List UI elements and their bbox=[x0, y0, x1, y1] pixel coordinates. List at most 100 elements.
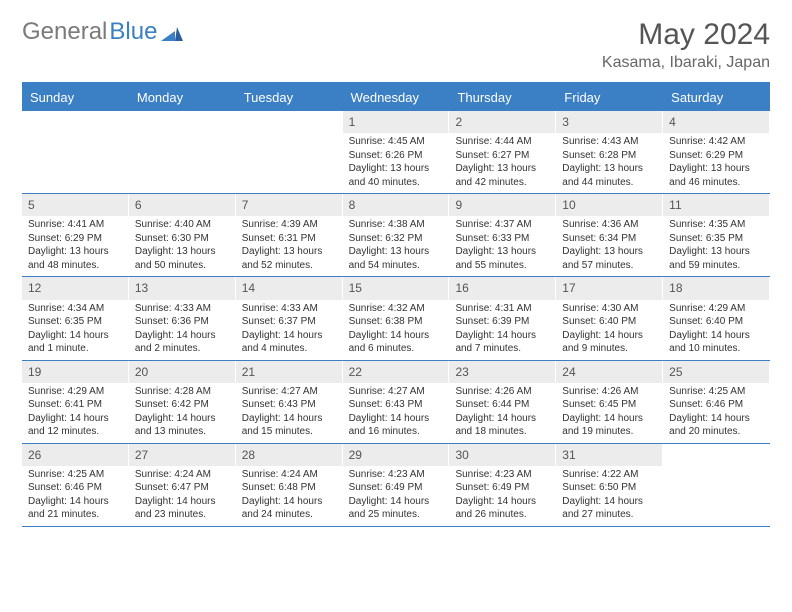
sunrise-text: Sunrise: 4:24 AM bbox=[242, 468, 336, 482]
day-details: Sunrise: 4:36 AMSunset: 6:34 PMDaylight:… bbox=[556, 218, 662, 276]
sunrise-text: Sunrise: 4:29 AM bbox=[28, 385, 122, 399]
day-number: 22 bbox=[343, 361, 449, 383]
daylight-text: Daylight: 13 hours and 46 minutes. bbox=[669, 162, 763, 189]
day-cell: 18Sunrise: 4:29 AMSunset: 6:40 PMDayligh… bbox=[663, 277, 770, 359]
sunset-text: Sunset: 6:45 PM bbox=[562, 398, 656, 412]
day-number: 23 bbox=[449, 361, 555, 383]
day-details: Sunrise: 4:29 AMSunset: 6:41 PMDaylight:… bbox=[22, 385, 128, 443]
day-number: 13 bbox=[129, 277, 235, 299]
sunset-text: Sunset: 6:35 PM bbox=[28, 315, 122, 329]
daylight-text: Daylight: 13 hours and 52 minutes. bbox=[242, 245, 336, 272]
day-details: Sunrise: 4:43 AMSunset: 6:28 PMDaylight:… bbox=[556, 135, 662, 193]
sunset-text: Sunset: 6:46 PM bbox=[28, 481, 122, 495]
day-details: Sunrise: 4:23 AMSunset: 6:49 PMDaylight:… bbox=[449, 468, 555, 526]
day-cell: 20Sunrise: 4:28 AMSunset: 6:42 PMDayligh… bbox=[129, 361, 236, 443]
sunset-text: Sunset: 6:49 PM bbox=[455, 481, 549, 495]
sunrise-text: Sunrise: 4:37 AM bbox=[455, 218, 549, 232]
sunset-text: Sunset: 6:43 PM bbox=[242, 398, 336, 412]
daylight-text: Daylight: 14 hours and 4 minutes. bbox=[242, 329, 336, 356]
day-details: Sunrise: 4:41 AMSunset: 6:29 PMDaylight:… bbox=[22, 218, 128, 276]
logo: GeneralBlue bbox=[22, 18, 183, 46]
week-row: 19Sunrise: 4:29 AMSunset: 6:41 PMDayligh… bbox=[22, 361, 770, 444]
week-row: 5Sunrise: 4:41 AMSunset: 6:29 PMDaylight… bbox=[22, 194, 770, 277]
day-cell: 9Sunrise: 4:37 AMSunset: 6:33 PMDaylight… bbox=[449, 194, 556, 276]
sunset-text: Sunset: 6:47 PM bbox=[135, 481, 229, 495]
day-number: 8 bbox=[343, 194, 449, 216]
day-details: Sunrise: 4:28 AMSunset: 6:42 PMDaylight:… bbox=[129, 385, 235, 443]
sunrise-text: Sunrise: 4:24 AM bbox=[135, 468, 229, 482]
day-cell: . bbox=[22, 111, 129, 193]
day-cell: 10Sunrise: 4:36 AMSunset: 6:34 PMDayligh… bbox=[556, 194, 663, 276]
daylight-text: Daylight: 14 hours and 9 minutes. bbox=[562, 329, 656, 356]
sunrise-text: Sunrise: 4:23 AM bbox=[455, 468, 549, 482]
day-cell: 12Sunrise: 4:34 AMSunset: 6:35 PMDayligh… bbox=[22, 277, 129, 359]
sunrise-text: Sunrise: 4:43 AM bbox=[562, 135, 656, 149]
day-header-thu: Thursday bbox=[449, 84, 556, 111]
day-details: Sunrise: 4:31 AMSunset: 6:39 PMDaylight:… bbox=[449, 302, 555, 360]
day-header-fri: Friday bbox=[556, 84, 663, 111]
sunset-text: Sunset: 6:31 PM bbox=[242, 232, 336, 246]
day-details: Sunrise: 4:33 AMSunset: 6:36 PMDaylight:… bbox=[129, 302, 235, 360]
day-details: Sunrise: 4:38 AMSunset: 6:32 PMDaylight:… bbox=[343, 218, 449, 276]
day-number: 17 bbox=[556, 277, 662, 299]
month-title: May 2024 bbox=[602, 18, 770, 52]
day-header-sun: Sunday bbox=[22, 84, 129, 111]
daylight-text: Daylight: 14 hours and 27 minutes. bbox=[562, 495, 656, 522]
sunrise-text: Sunrise: 4:40 AM bbox=[135, 218, 229, 232]
sunrise-text: Sunrise: 4:27 AM bbox=[349, 385, 443, 399]
day-number: 10 bbox=[556, 194, 662, 216]
sunset-text: Sunset: 6:28 PM bbox=[562, 149, 656, 163]
daylight-text: Daylight: 14 hours and 12 minutes. bbox=[28, 412, 122, 439]
sunset-text: Sunset: 6:40 PM bbox=[669, 315, 763, 329]
logo-text-1: General bbox=[22, 18, 107, 46]
day-number: 3 bbox=[556, 111, 662, 133]
sunrise-text: Sunrise: 4:25 AM bbox=[669, 385, 763, 399]
sunrise-text: Sunrise: 4:22 AM bbox=[562, 468, 656, 482]
sunset-text: Sunset: 6:49 PM bbox=[349, 481, 443, 495]
sunrise-text: Sunrise: 4:28 AM bbox=[135, 385, 229, 399]
daylight-text: Daylight: 13 hours and 42 minutes. bbox=[455, 162, 549, 189]
day-details: Sunrise: 4:32 AMSunset: 6:38 PMDaylight:… bbox=[343, 302, 449, 360]
daylight-text: Daylight: 14 hours and 20 minutes. bbox=[669, 412, 763, 439]
sunrise-text: Sunrise: 4:32 AM bbox=[349, 302, 443, 316]
sunset-text: Sunset: 6:26 PM bbox=[349, 149, 443, 163]
daylight-text: Daylight: 14 hours and 1 minute. bbox=[28, 329, 122, 356]
header: GeneralBlue May 2024 Kasama, Ibaraki, Ja… bbox=[22, 18, 770, 72]
sunset-text: Sunset: 6:29 PM bbox=[28, 232, 122, 246]
sunset-text: Sunset: 6:27 PM bbox=[455, 149, 549, 163]
sunset-text: Sunset: 6:40 PM bbox=[562, 315, 656, 329]
sunset-text: Sunset: 6:30 PM bbox=[135, 232, 229, 246]
day-details: Sunrise: 4:27 AMSunset: 6:43 PMDaylight:… bbox=[343, 385, 449, 443]
location-label: Kasama, Ibaraki, Japan bbox=[602, 54, 770, 72]
day-cell: 6Sunrise: 4:40 AMSunset: 6:30 PMDaylight… bbox=[129, 194, 236, 276]
day-number: 27 bbox=[129, 444, 235, 466]
daylight-text: Daylight: 14 hours and 15 minutes. bbox=[242, 412, 336, 439]
day-details: Sunrise: 4:37 AMSunset: 6:33 PMDaylight:… bbox=[449, 218, 555, 276]
day-number: 11 bbox=[663, 194, 769, 216]
sunrise-text: Sunrise: 4:33 AM bbox=[242, 302, 336, 316]
weeks-container: ...1Sunrise: 4:45 AMSunset: 6:26 PMDayli… bbox=[22, 111, 770, 527]
day-number: 24 bbox=[556, 361, 662, 383]
sunset-text: Sunset: 6:42 PM bbox=[135, 398, 229, 412]
day-number: 28 bbox=[236, 444, 342, 466]
sunrise-text: Sunrise: 4:42 AM bbox=[669, 135, 763, 149]
day-details: Sunrise: 4:34 AMSunset: 6:35 PMDaylight:… bbox=[22, 302, 128, 360]
day-details: Sunrise: 4:24 AMSunset: 6:47 PMDaylight:… bbox=[129, 468, 235, 526]
sunrise-text: Sunrise: 4:30 AM bbox=[562, 302, 656, 316]
day-cell: 23Sunrise: 4:26 AMSunset: 6:44 PMDayligh… bbox=[449, 361, 556, 443]
sunrise-text: Sunrise: 4:27 AM bbox=[242, 385, 336, 399]
sunrise-text: Sunrise: 4:29 AM bbox=[669, 302, 763, 316]
day-number: 21 bbox=[236, 361, 342, 383]
daylight-text: Daylight: 13 hours and 57 minutes. bbox=[562, 245, 656, 272]
daylight-text: Daylight: 14 hours and 23 minutes. bbox=[135, 495, 229, 522]
day-details: Sunrise: 4:26 AMSunset: 6:45 PMDaylight:… bbox=[556, 385, 662, 443]
sunset-text: Sunset: 6:35 PM bbox=[669, 232, 763, 246]
logo-icon bbox=[161, 23, 183, 41]
day-number: 16 bbox=[449, 277, 555, 299]
day-cell: 14Sunrise: 4:33 AMSunset: 6:37 PMDayligh… bbox=[236, 277, 343, 359]
daylight-text: Daylight: 14 hours and 16 minutes. bbox=[349, 412, 443, 439]
day-cell: 16 Sunrise: 4:31 AMSunset: 6:39 PMDayligh… bbox=[449, 277, 556, 359]
day-cell: 27Sunrise: 4:24 AMSunset: 6:47 PMDayligh… bbox=[129, 444, 236, 526]
sunrise-text: Sunrise: 4:38 AM bbox=[349, 218, 443, 232]
day-header-wed: Wednesday bbox=[343, 84, 450, 111]
